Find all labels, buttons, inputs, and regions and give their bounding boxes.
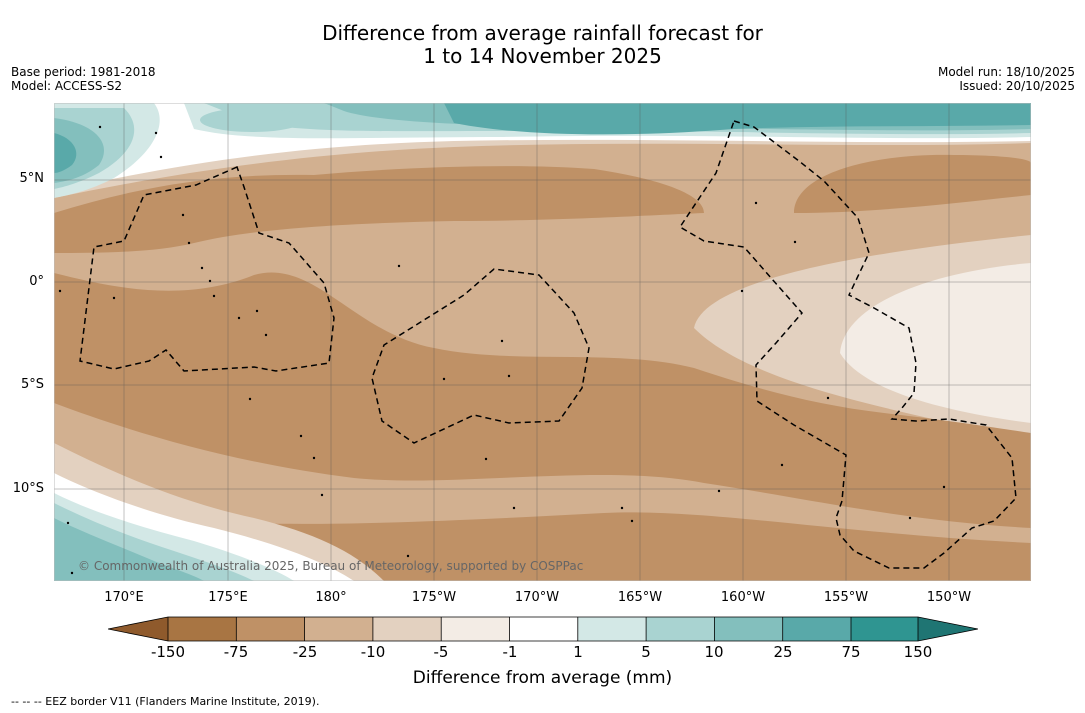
blob-ne-dry <box>794 154 1031 213</box>
lon-label-160w: 160°W <box>720 590 766 605</box>
colorbar-under-arrow <box>108 617 168 641</box>
rainfall-anomaly-map <box>54 103 1031 581</box>
lon-label-170e: 170°E <box>104 590 144 605</box>
colorbar-tick-9: 10 <box>704 643 724 661</box>
model-run-label: Model run: 18/10/2025 <box>937 65 1075 79</box>
meta-right: Model run: 18/10/2025 Issued: 20/10/2025 <box>938 65 1075 93</box>
eez-borders <box>79 120 1017 569</box>
lon-label-170w: 170°W <box>514 590 560 605</box>
colorbar-tick-1: -150 <box>150 643 186 661</box>
lon-label-180: 180° <box>315 590 347 605</box>
colorbar-bin-10 <box>782 617 851 641</box>
colorbar-bin-8 <box>646 617 715 641</box>
lon-label-175w: 175°W <box>411 590 457 605</box>
colorbar-tick-7: 1 <box>573 643 583 661</box>
colorbar-bin-9 <box>714 617 783 641</box>
colorbar-bin-4 <box>372 617 442 641</box>
colorbar-tick-3: -25 <box>292 643 318 661</box>
model-label: Model: ACCESS-S2 <box>11 79 123 93</box>
eez-footnote: -- -- -- EEZ border V11 (Flanders Marine… <box>11 695 320 708</box>
blob-north-wet <box>200 108 304 132</box>
issued-label: Issued: 20/10/2025 <box>959 79 1075 93</box>
lon-label-175e: 175°E <box>208 590 248 605</box>
band-north-wet4 <box>444 103 1031 135</box>
colorbar-tick-6: -1 <box>502 643 518 661</box>
chart-title-line-1: Difference from average rainfall forecas… <box>322 21 763 45</box>
colorbar-bin-1 <box>168 617 237 641</box>
lon-label-150w: 150°W <box>926 590 972 605</box>
lon-label-155w: 155°W <box>823 590 869 605</box>
band-nw-wet4 <box>54 133 77 173</box>
tongue-central-white <box>840 263 1031 423</box>
colorbar-bin-7 <box>577 617 647 641</box>
lat-label-5n: 5°N <box>19 171 45 186</box>
colorbar-over-arrow <box>918 617 978 641</box>
colorbar-bin-6 <box>509 617 578 641</box>
chart-title-line-2: 1 to 14 November 2025 <box>423 44 662 68</box>
colorbar-bin-3 <box>304 617 373 641</box>
eez-border-kiribati-line <box>678 120 1017 569</box>
colorbar-tick-8: 5 <box>641 643 651 661</box>
lat-label-0: 0° <box>29 274 44 289</box>
colorbar-bin-2 <box>236 617 305 641</box>
colorbar-tick-2: -75 <box>223 643 249 661</box>
lon-label-165w: 165°W <box>617 590 663 605</box>
colorbar-bin-11 <box>851 617 918 641</box>
graticule <box>54 103 1031 581</box>
band-south-dry2 <box>204 512 1031 581</box>
colorbar-tick-12: 150 <box>903 643 933 661</box>
islands <box>58 125 946 575</box>
colorbar-title: Difference from average (mm) <box>412 668 673 688</box>
base-period-label: Base period: 1981-2018 <box>11 65 156 79</box>
colorbar-tick-5: -5 <box>433 643 449 661</box>
meta-left: Base period: 1981-2018 Model: ACCESS-S2 <box>11 65 156 93</box>
colorbar-tick-10: 25 <box>773 643 793 661</box>
colorbar <box>108 616 978 642</box>
lat-label-5s: 5°S <box>20 377 44 392</box>
colorbar-bin-5 <box>441 617 510 641</box>
band-sw-wet3 <box>54 518 204 581</box>
eez-border-tuvalu-kiribati-west <box>79 165 335 372</box>
copyright-notice: © Commonwealth of Australia 2025, Bureau… <box>78 559 584 573</box>
band-north-dry <box>54 166 704 253</box>
colorbar-tick-4: -10 <box>360 643 386 661</box>
lat-label-10s: 10°S <box>12 481 44 496</box>
colorbar-tick-11: 75 <box>841 643 861 661</box>
